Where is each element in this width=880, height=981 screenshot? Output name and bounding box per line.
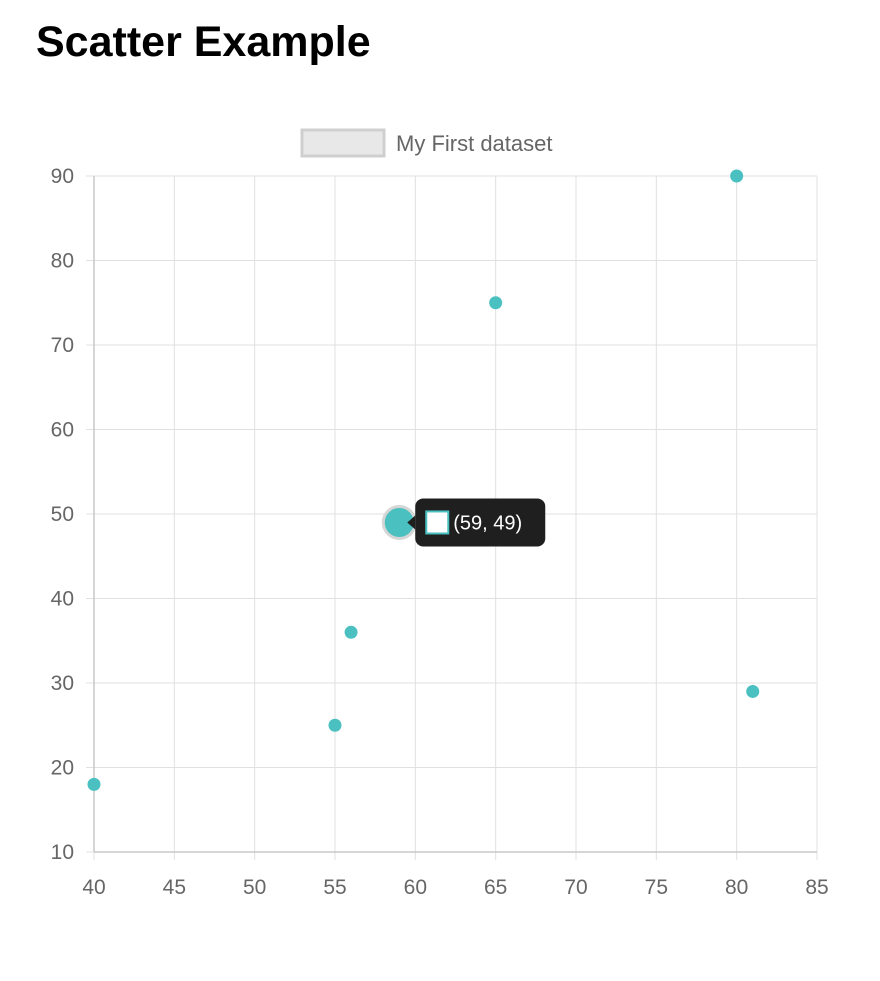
data-point[interactable]	[489, 296, 503, 310]
x-tick-label: 50	[243, 876, 266, 899]
y-tick-label: 60	[51, 419, 74, 442]
y-tick-label: 20	[51, 757, 74, 780]
tooltip: (59, 49)	[407, 498, 546, 547]
y-tick-label: 70	[51, 334, 74, 357]
legend[interactable]: My First dataset	[300, 128, 552, 158]
x-tick-label: 65	[484, 876, 507, 899]
data-point[interactable]	[328, 718, 342, 732]
legend-item[interactable]: My First dataset	[300, 128, 552, 158]
x-tick-label: 55	[323, 876, 346, 899]
tooltip-swatch	[425, 510, 450, 535]
x-tick-label: 70	[564, 876, 587, 899]
page-title: Scatter Example	[36, 18, 371, 66]
y-tick-label: 10	[51, 841, 74, 864]
tooltip-caret	[407, 515, 416, 530]
y-tick-label: 90	[51, 165, 74, 188]
data-point[interactable]	[730, 169, 744, 183]
data-point[interactable]	[746, 684, 760, 698]
data-point[interactable]	[87, 777, 101, 791]
y-tick-label: 80	[51, 250, 74, 273]
x-tick-label: 85	[805, 876, 828, 899]
x-tick-label: 60	[404, 876, 427, 899]
legend-swatch[interactable]	[300, 128, 386, 158]
legend-label[interactable]: My First dataset	[396, 131, 552, 156]
y-tick-label: 50	[51, 503, 74, 526]
data-points	[87, 169, 760, 791]
tooltip-label: (59, 49)	[453, 512, 522, 534]
y-tick-label: 30	[51, 672, 74, 695]
x-tick-label: 40	[82, 876, 105, 899]
tick-labels: 40 45 50 55 60 65 70 75 80 85 10 20 30 40 50 60 70 80 90	[51, 165, 829, 899]
x-tick-label: 80	[725, 876, 748, 899]
x-tick-label: 75	[645, 876, 668, 899]
y-tick-label: 40	[51, 588, 74, 611]
x-tick-label: 45	[163, 876, 186, 899]
data-point[interactable]	[344, 625, 358, 639]
